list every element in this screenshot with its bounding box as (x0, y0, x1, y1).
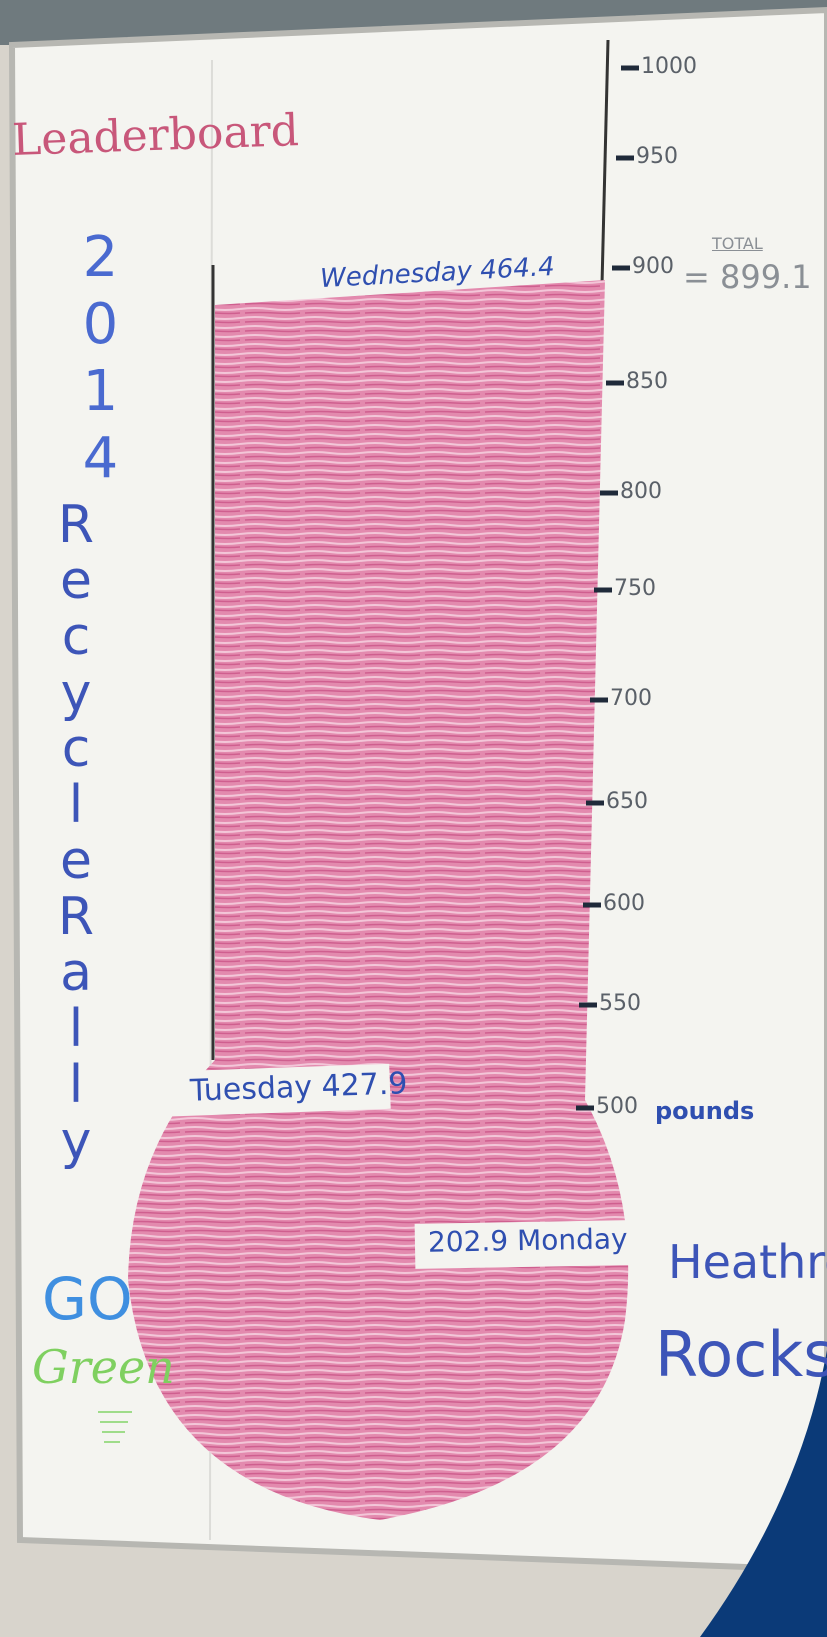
scale-label: 500 (596, 1094, 638, 1119)
scale-label: 900 (632, 254, 674, 279)
scale-label: 850 (626, 369, 668, 394)
scale-label: 600 (603, 891, 645, 916)
entry-label: 202.9 Monday (427, 1222, 628, 1259)
total-value: = 899.1 (683, 258, 812, 296)
unit-label: pounds (655, 1097, 755, 1125)
scale-label: 550 (599, 991, 641, 1016)
slogan-left: Green (32, 1340, 175, 1394)
scale-label: 1000 (641, 54, 697, 79)
total-label: TOTAL (712, 234, 763, 253)
scale-label: 700 (610, 686, 652, 711)
banner-year: 2014 (68, 225, 133, 493)
thermometer-fill (128, 280, 629, 1520)
bulb-icon (98, 1411, 132, 1443)
corner-arc (700, 1350, 827, 1637)
scale-label: 650 (606, 789, 648, 814)
banner-event: RecycleRally (46, 495, 106, 1167)
scale-label: 750 (614, 576, 656, 601)
slogan-left: GO (42, 1265, 133, 1333)
scale-label: 800 (620, 479, 662, 504)
scale-label: 950 (636, 144, 678, 169)
label-patch (414, 1220, 631, 1269)
slogan-right: Rocks (655, 1318, 827, 1391)
label-patch (164, 1063, 391, 1117)
leaderboard-title: Leaderboard (11, 105, 300, 166)
slogan-right: Heathrow (668, 1235, 827, 1289)
